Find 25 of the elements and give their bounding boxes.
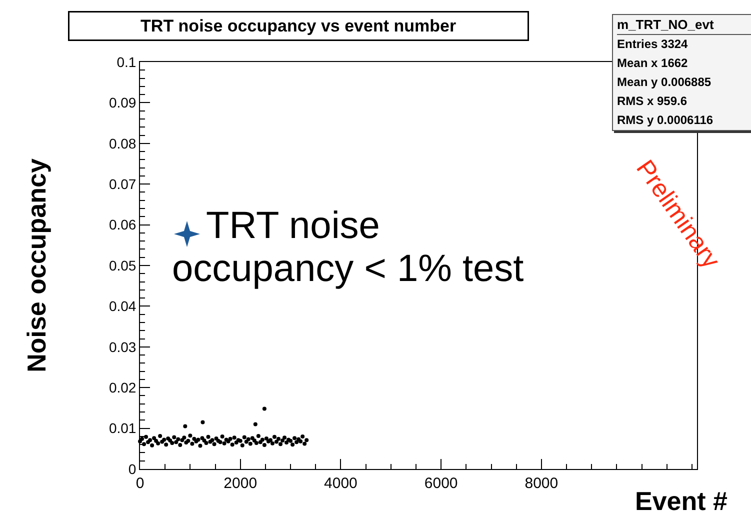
y-tick-label: 0.1 [116, 54, 136, 70]
annotation: Mean x 1662 [617, 55, 689, 72]
y-tick-label: 0.05 [108, 257, 136, 274]
x-tick-label: 4000 [324, 475, 358, 492]
x-tick-label: 6000 [424, 475, 458, 492]
y-axis-title: Noise occupancy [21, 158, 52, 372]
x-axis-title: Event # [635, 486, 728, 516]
x-tick-label: 2000 [224, 475, 258, 492]
chart-title: TRT noise occupancy vs event number [140, 16, 456, 36]
y-tick-label: 0.07 [108, 176, 136, 192]
y-tick-label: 0.08 [108, 135, 136, 152]
text: Entries 3324 [617, 37, 688, 51]
y-tick-label: 0 [128, 460, 136, 477]
x-tick-label: 8000 [524, 475, 558, 492]
y-tick-label: 0.03 [108, 338, 136, 355]
annotation: RMS x 959.6 [617, 93, 688, 110]
annotation: RMS y 0.0006116 [617, 112, 714, 129]
y-tick-label: 0.09 [108, 94, 136, 111]
annotation: TRT noise occupancy < 1% test [172, 205, 524, 291]
y-tick-label: 0.04 [108, 298, 136, 314]
y-tick-label: 0.06 [108, 216, 136, 233]
y-tick-label: 0.01 [108, 420, 136, 436]
text: m_TRT_NO_evt [617, 17, 714, 32]
y-tick-label: 0.02 [108, 380, 136, 396]
annotation: Mean y 0.006885 [617, 74, 712, 91]
